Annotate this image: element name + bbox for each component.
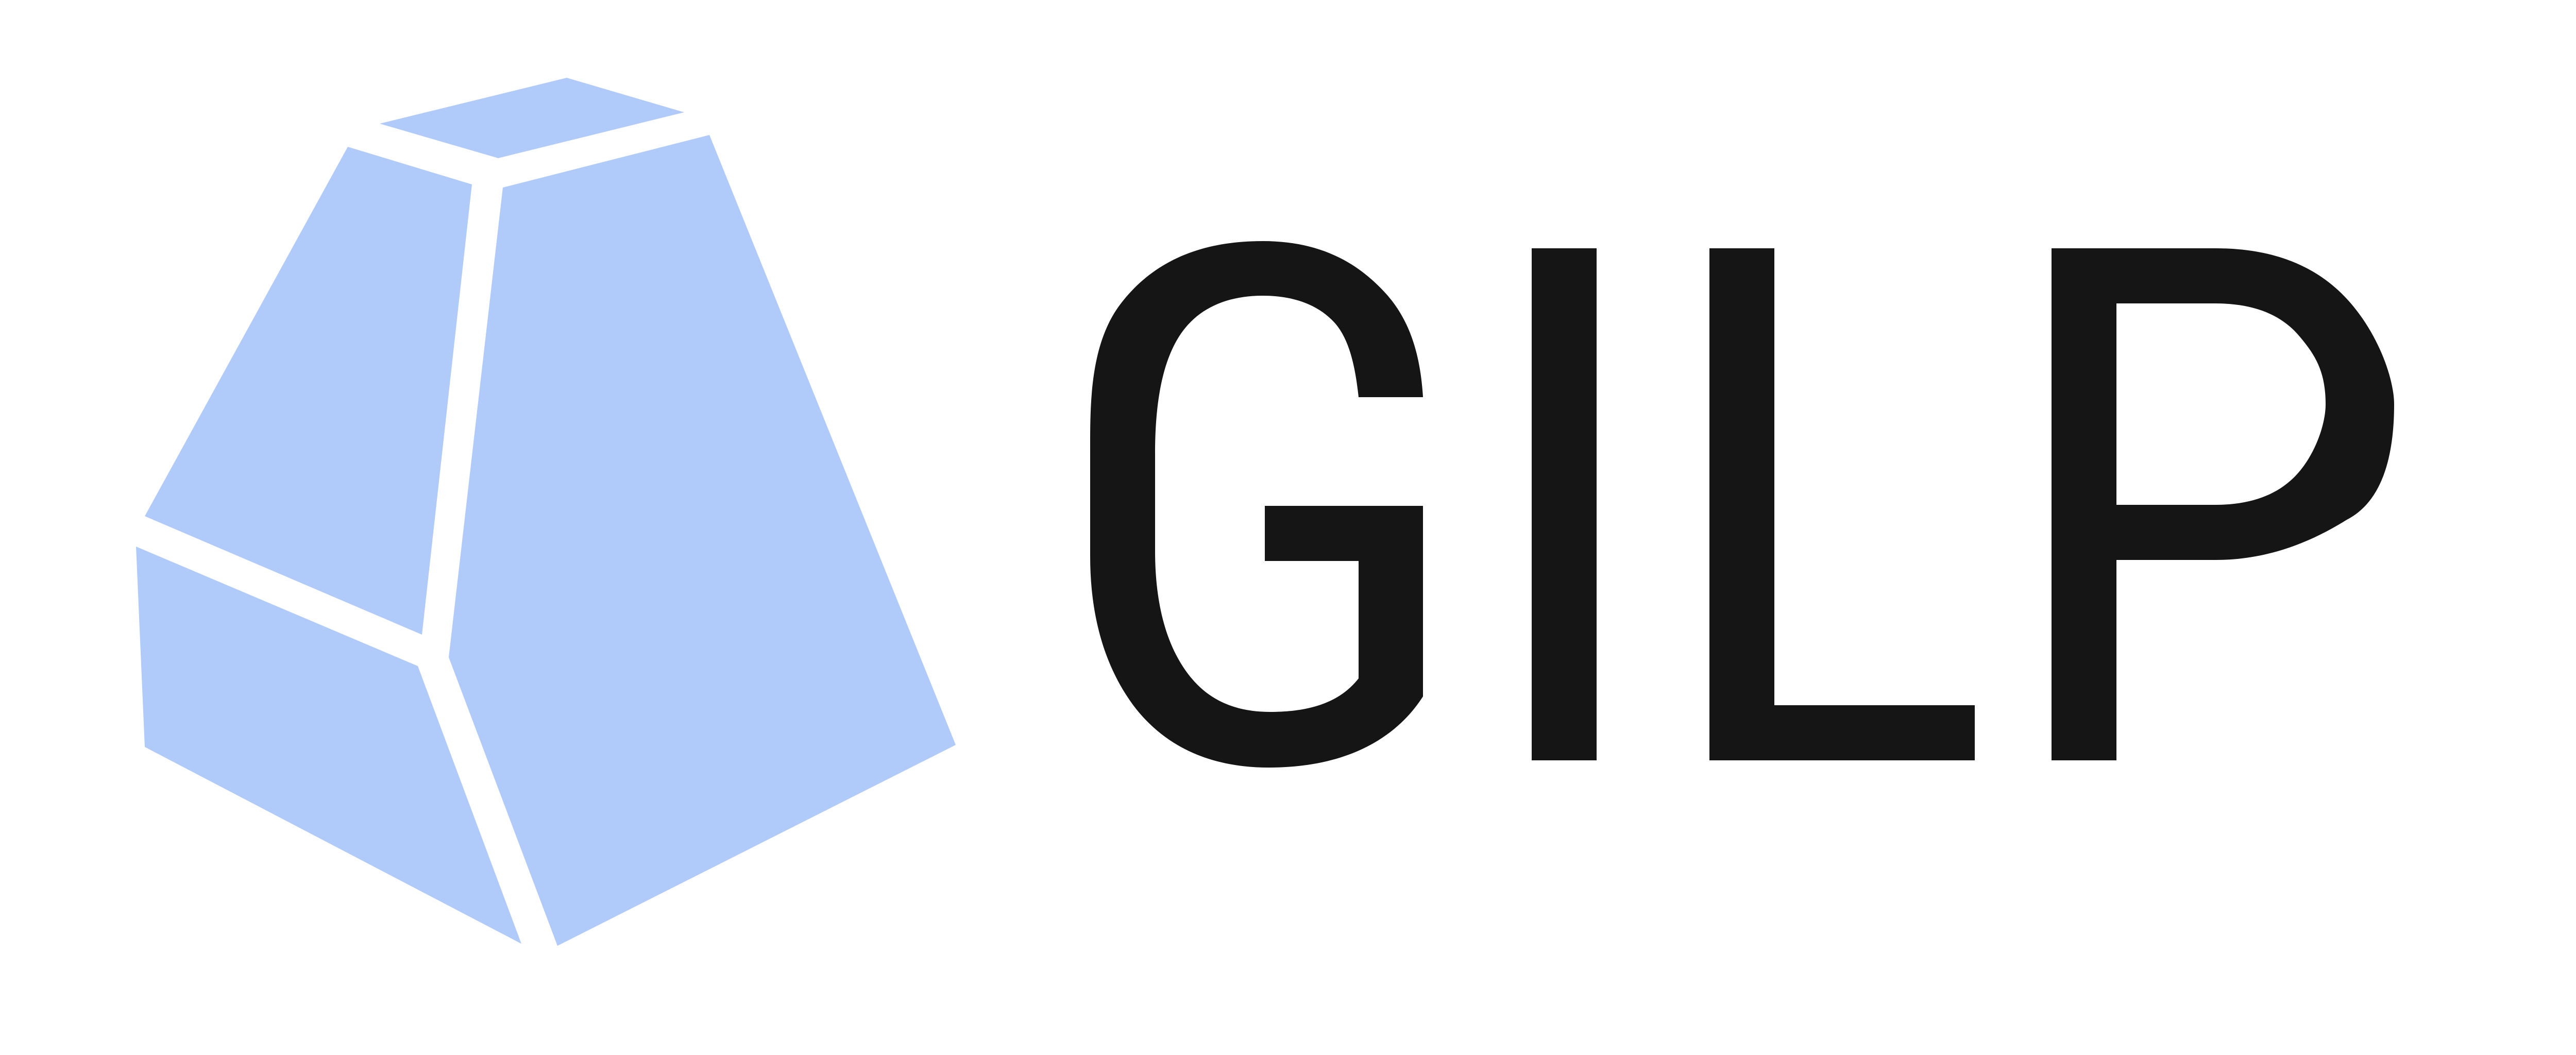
gem-facet-upper-left	[145, 147, 472, 635]
wordmark-letter-p	[2052, 248, 2394, 760]
faceted-gem-icon	[136, 78, 956, 946]
gem-facet-lower-left	[136, 547, 521, 944]
wordmark-letter-g	[1090, 241, 1423, 768]
gem-facet-top	[380, 78, 684, 158]
gilp-wordmark	[1090, 241, 2394, 768]
wordmark-letter-i	[1532, 248, 1597, 760]
gem-facet-right	[449, 135, 956, 946]
wordmark-letter-l	[1709, 248, 1975, 760]
